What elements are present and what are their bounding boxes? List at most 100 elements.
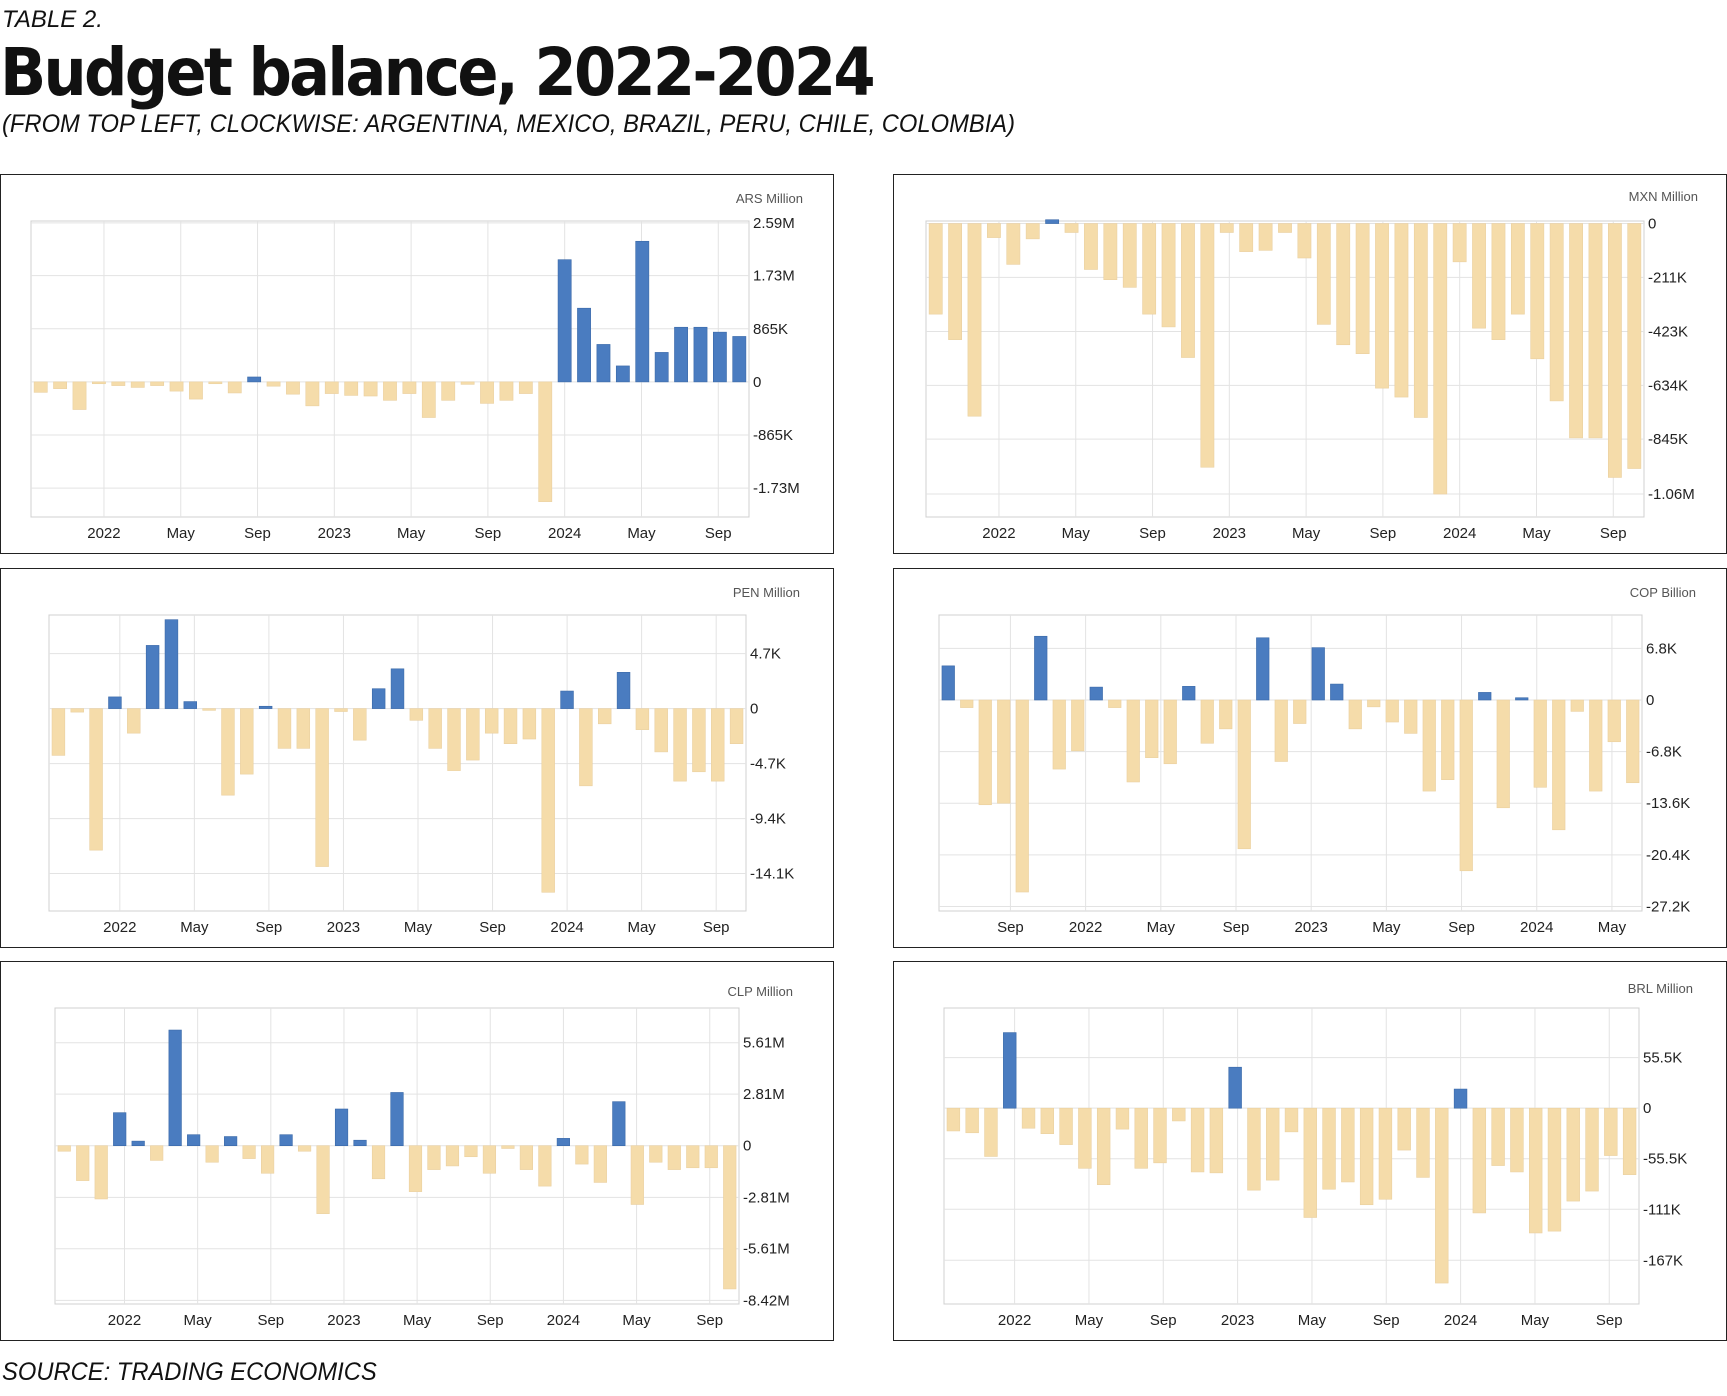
x-tick-label: May — [627, 919, 656, 936]
bar — [1134, 1107, 1148, 1169]
y-tick-label: -5.61M — [743, 1241, 790, 1258]
bar — [187, 1134, 201, 1147]
bar — [518, 381, 533, 394]
bar — [94, 1145, 108, 1200]
bar — [948, 223, 963, 340]
bar — [89, 708, 103, 851]
x-tick-label: Sep — [1600, 525, 1627, 542]
bar — [1293, 699, 1307, 724]
bar — [315, 708, 329, 867]
x-tick-label: May — [1372, 919, 1401, 936]
y-tick-label: 0 — [1646, 692, 1654, 709]
bar — [1422, 699, 1436, 792]
x-tick-label: 2023 — [318, 525, 351, 542]
unit-label: PEN Million — [733, 585, 800, 600]
x-tick-label: Sep — [1370, 525, 1397, 542]
bar — [499, 381, 514, 401]
x-tick-label: Sep — [1139, 525, 1166, 542]
bar — [113, 1112, 127, 1147]
bar — [1404, 699, 1418, 734]
x-tick-label: 2022 — [87, 525, 120, 542]
bar — [297, 1145, 312, 1152]
x-tick-label: 2024 — [548, 525, 581, 542]
bar — [978, 699, 992, 806]
x-tick-label: May — [167, 525, 196, 542]
y-tick-label: -55.5K — [1643, 1151, 1687, 1168]
bar — [266, 381, 281, 387]
bar — [1064, 223, 1079, 233]
x-tick-label: May — [397, 525, 426, 542]
chart-panel-peru: 4.7K 0 -4.7K -9.4K -14.1K 2022 May Sep 2023 May Se… — [0, 568, 834, 948]
bar — [1341, 1107, 1355, 1183]
chart-panel-chile: 5.61M 2.81M 0 -2.81M -5.61M -8.42M 2022 May Sep 2… — [0, 961, 834, 1341]
bar — [1316, 223, 1331, 325]
y-tick-label: -13.6K — [1646, 795, 1690, 812]
bar — [1397, 1107, 1411, 1151]
bar — [1515, 697, 1529, 701]
x-tick-label: Sep — [705, 525, 732, 542]
bar — [941, 665, 955, 701]
bar — [673, 708, 687, 782]
x-tick-label: 2022 — [998, 1312, 1031, 1329]
bar — [1626, 699, 1640, 784]
bar — [1478, 692, 1492, 701]
bar — [1566, 1107, 1580, 1202]
bar — [1006, 223, 1021, 265]
bar — [480, 381, 494, 404]
bar — [1355, 223, 1370, 354]
bar — [965, 1107, 979, 1134]
bar — [1472, 223, 1486, 329]
bar — [1161, 223, 1176, 328]
x-tick-label: 2024 — [547, 1312, 580, 1329]
x-tick-label: Sep — [997, 919, 1024, 936]
bar — [1181, 223, 1195, 358]
bar — [240, 708, 254, 775]
bar — [1604, 1107, 1618, 1156]
bar — [712, 331, 727, 383]
bar — [164, 619, 179, 709]
bar — [541, 708, 555, 893]
bar — [1303, 1107, 1317, 1218]
y-tick-label: -4.7K — [750, 756, 786, 773]
bar — [630, 1145, 644, 1205]
bar — [202, 708, 216, 711]
bar — [1472, 1107, 1487, 1214]
bar — [221, 708, 235, 796]
y-tick-label: -2.81M — [743, 1189, 790, 1206]
bar — [353, 708, 367, 741]
bar — [654, 708, 668, 753]
x-tick-label: Sep — [479, 919, 506, 936]
y-tick-label: 5.61M — [743, 1035, 785, 1052]
y-tick-label: 55.5K — [1643, 1050, 1682, 1067]
bar — [538, 381, 553, 502]
bar — [390, 1092, 404, 1147]
y-tick-label: -6.8K — [1646, 744, 1682, 761]
bar — [711, 708, 725, 782]
bar — [1278, 223, 1292, 233]
x-tick-label: May — [1521, 1312, 1550, 1329]
page-subtitle: (FROM TOP LEFT, CLOCKWISE: ARGENTINA, ME… — [2, 110, 1016, 138]
bar — [131, 1140, 145, 1147]
bar — [324, 381, 339, 394]
bar — [1108, 699, 1122, 708]
bar — [1441, 699, 1455, 780]
bar — [1071, 699, 1085, 752]
bar — [1585, 1107, 1599, 1192]
bar — [1078, 1107, 1092, 1169]
x-tick-label: Sep — [1448, 919, 1475, 936]
bar — [1385, 699, 1399, 723]
page-title: Budget balance, 2022-2024 — [0, 34, 876, 111]
x-tick-label: May — [403, 1312, 432, 1329]
bar — [1510, 223, 1525, 315]
bar — [464, 1145, 478, 1158]
bar — [612, 1101, 626, 1147]
x-tick-label: Sep — [703, 919, 730, 936]
bar — [409, 708, 424, 721]
bar — [57, 1145, 71, 1152]
bar — [1142, 223, 1157, 315]
bar — [1589, 699, 1603, 792]
bar — [577, 307, 591, 383]
bar — [205, 1145, 219, 1163]
bar — [1627, 223, 1642, 469]
bar — [127, 708, 141, 734]
